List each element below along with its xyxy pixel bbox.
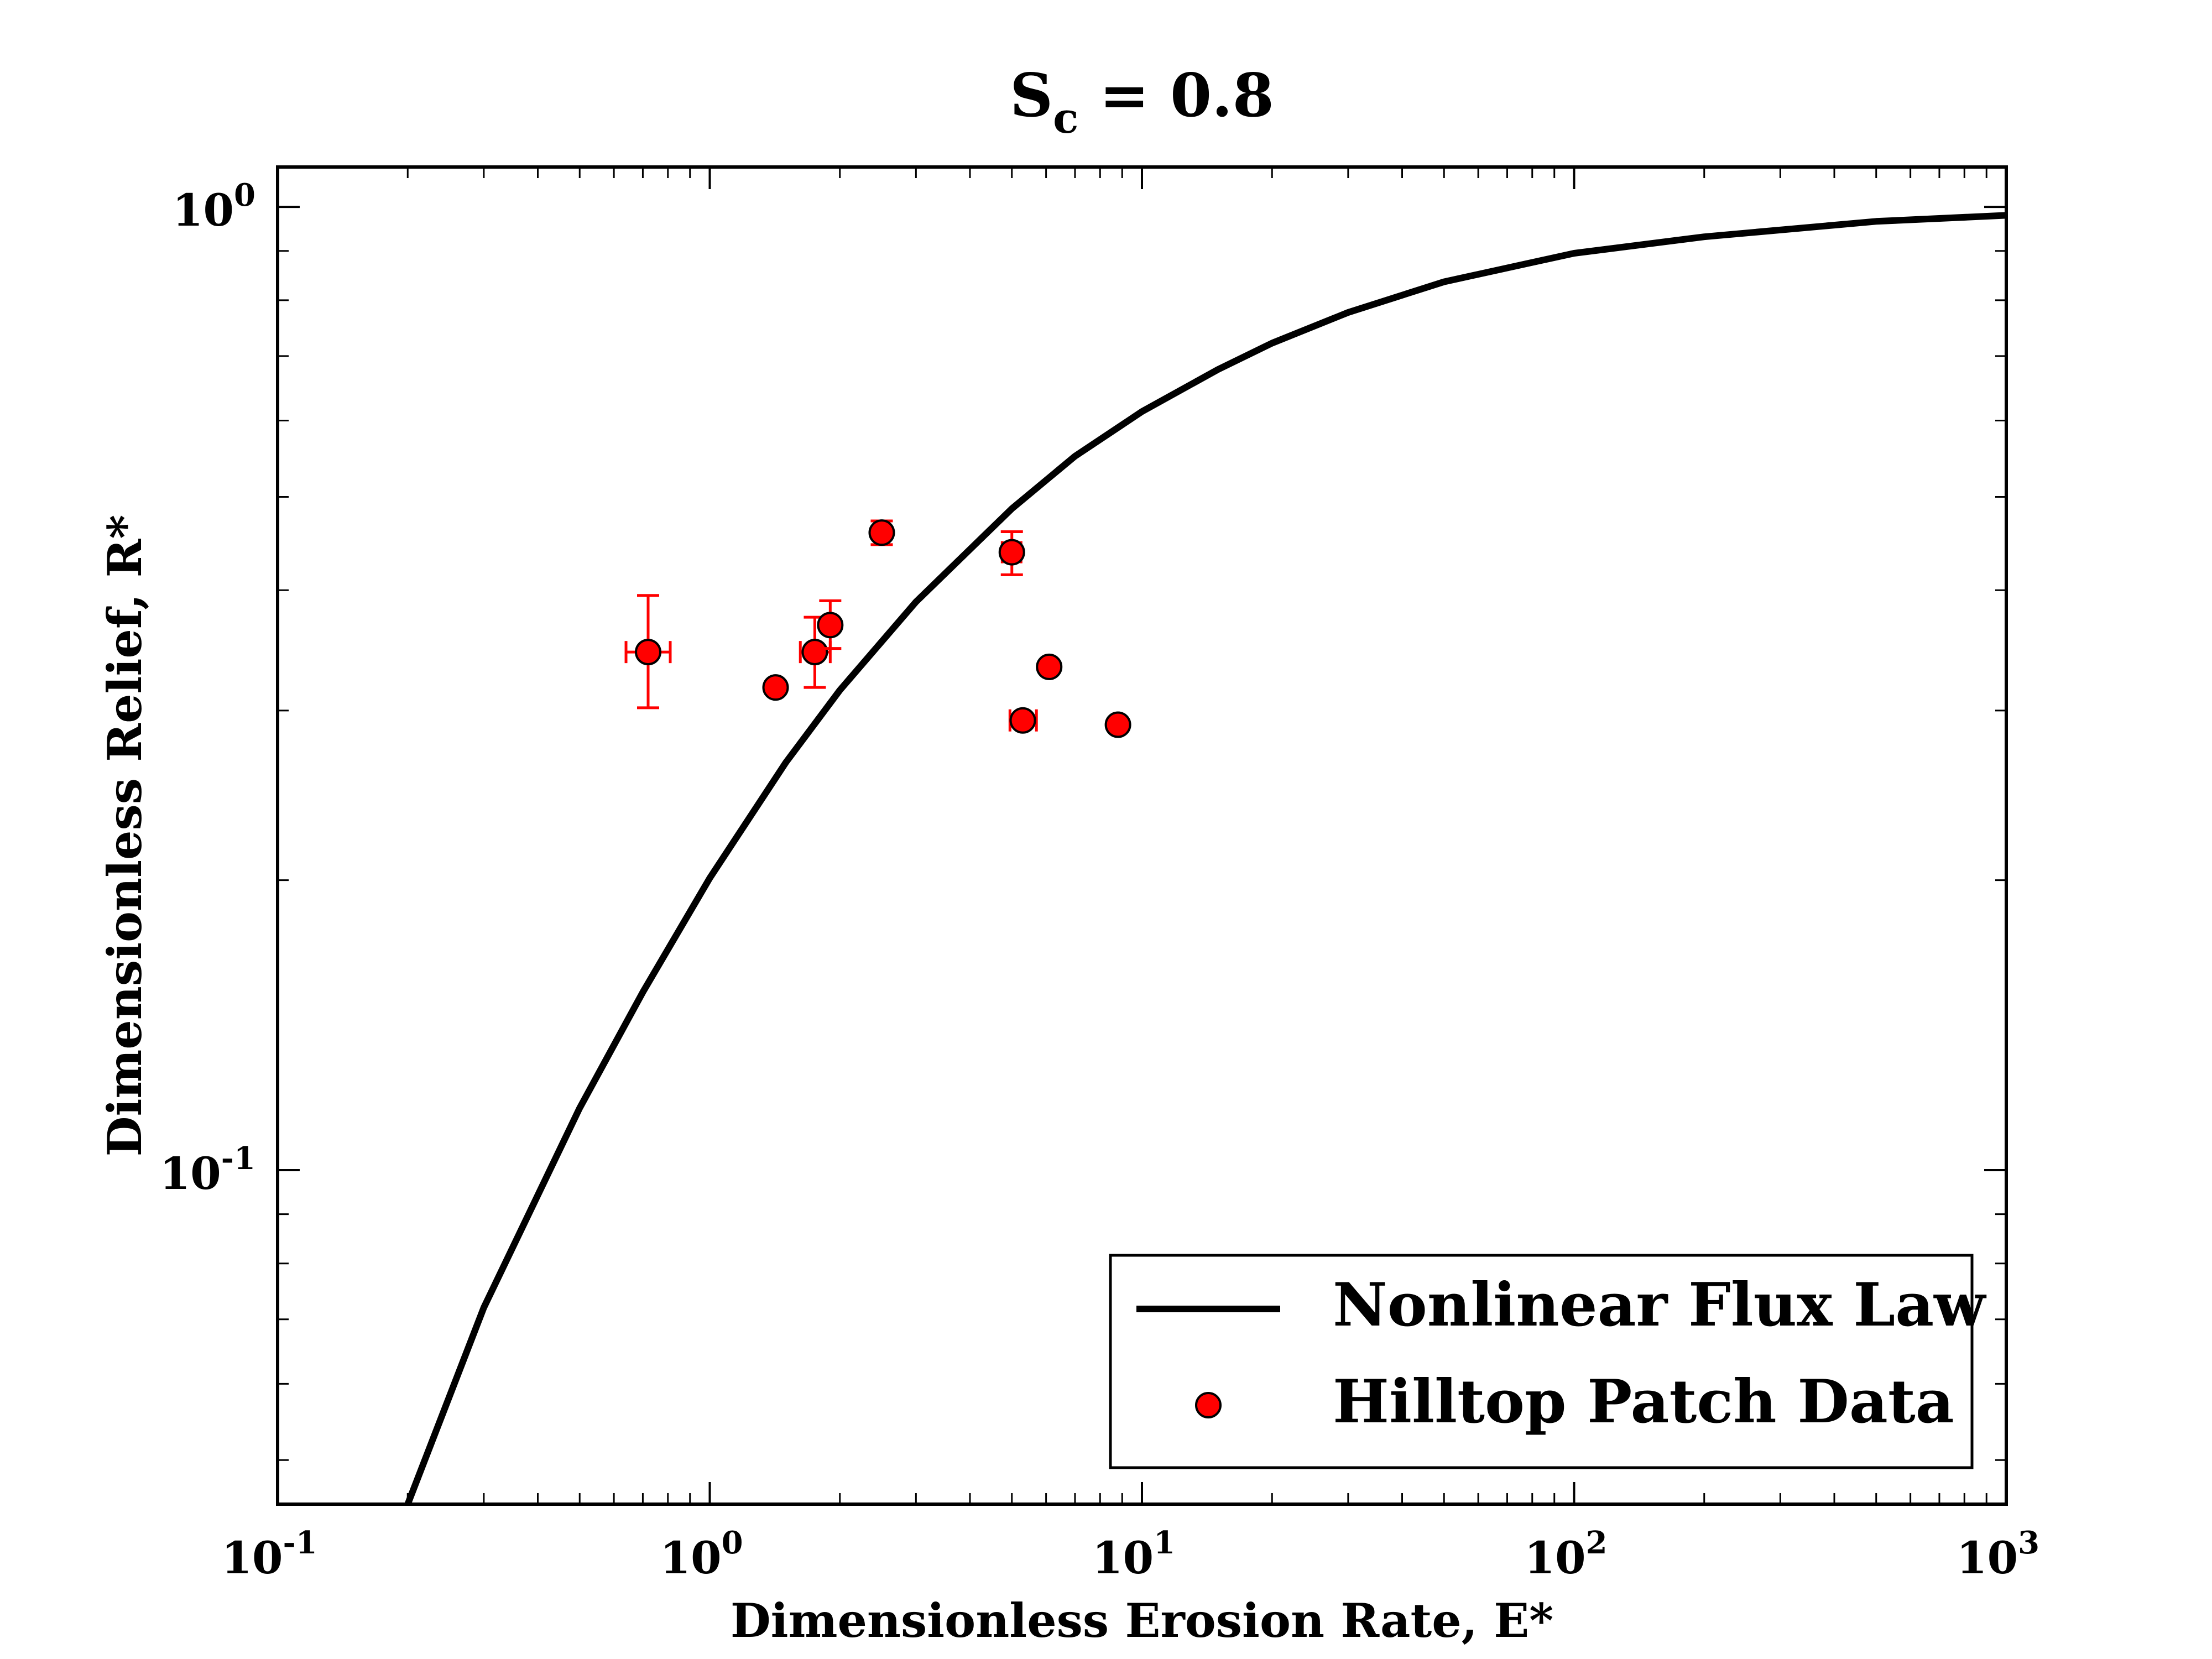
marker — [762, 674, 789, 701]
x-tick-label: 102 — [1524, 1525, 1607, 1584]
legend: Nonlinear Flux Law Hilltop Patch Data — [1109, 1254, 1987, 1469]
marker — [1104, 711, 1131, 738]
data-point-5 — [868, 519, 895, 546]
legend-label-line: Nonlinear Flux Law — [1333, 1270, 1987, 1340]
legend-label-points: Hilltop Patch Data — [1333, 1367, 1954, 1437]
data-point-9 — [1104, 711, 1131, 738]
x-tick-label: 100 — [660, 1525, 743, 1584]
marker — [1036, 653, 1063, 680]
data-point-7 — [1036, 653, 1063, 680]
series-line-nonlinear-flux-law — [404, 212, 2006, 1504]
data-point-4 — [817, 599, 844, 650]
data-point-1 — [624, 594, 672, 709]
tick-exponent: 2 — [1586, 1525, 1608, 1561]
chart-title: Sc = 0.8 — [1010, 61, 1274, 143]
tick-exponent: 0 — [234, 177, 255, 213]
tick-exponent: 1 — [1154, 1525, 1175, 1561]
chart-title-subscript: c — [1053, 93, 1078, 143]
legend-box — [1109, 1254, 1974, 1469]
tick-base: 10 — [173, 184, 234, 236]
chart-title-rest: = 0.8 — [1078, 61, 1274, 131]
tick-base: 10 — [221, 1532, 283, 1584]
tick-exponent: 3 — [2018, 1525, 2039, 1561]
x-tick-labels: 10-1 100 101 102 103 — [221, 1525, 2039, 1584]
data-point-2 — [762, 674, 789, 701]
data-point-3 — [799, 615, 832, 689]
marker — [817, 612, 844, 639]
marker — [998, 539, 1025, 566]
tick-base: 10 — [1092, 1532, 1154, 1584]
x-tick-label: 10-1 — [221, 1525, 317, 1584]
y-axis-label: Dimensionless Relief, R* — [97, 515, 152, 1157]
x-axis-label: Dimensionless Erosion Rate, E* — [731, 1593, 1553, 1648]
data-point-8 — [1008, 707, 1038, 734]
marker — [1009, 707, 1036, 734]
marker — [801, 639, 828, 666]
chart-title-main: S — [1010, 61, 1053, 131]
y-tick-label: 10-1 — [159, 1140, 255, 1199]
legend-marker-swatch — [1195, 1392, 1222, 1418]
data-point-6 — [998, 530, 1025, 576]
tick-base: 10 — [660, 1532, 721, 1584]
tick-exponent: -1 — [221, 1140, 255, 1177]
marker — [868, 519, 895, 546]
y-tick-label: 100 — [173, 177, 255, 236]
plot-area — [276, 165, 2008, 1506]
x-tick-label: 101 — [1092, 1525, 1175, 1584]
tick-base: 10 — [1957, 1532, 2018, 1584]
tick-base: 10 — [1524, 1532, 1585, 1584]
tick-exponent: 0 — [722, 1525, 743, 1561]
marker — [635, 639, 662, 666]
tick-exponent: -1 — [283, 1525, 317, 1561]
tick-base: 10 — [159, 1147, 221, 1199]
x-tick-label: 103 — [1957, 1525, 2039, 1584]
